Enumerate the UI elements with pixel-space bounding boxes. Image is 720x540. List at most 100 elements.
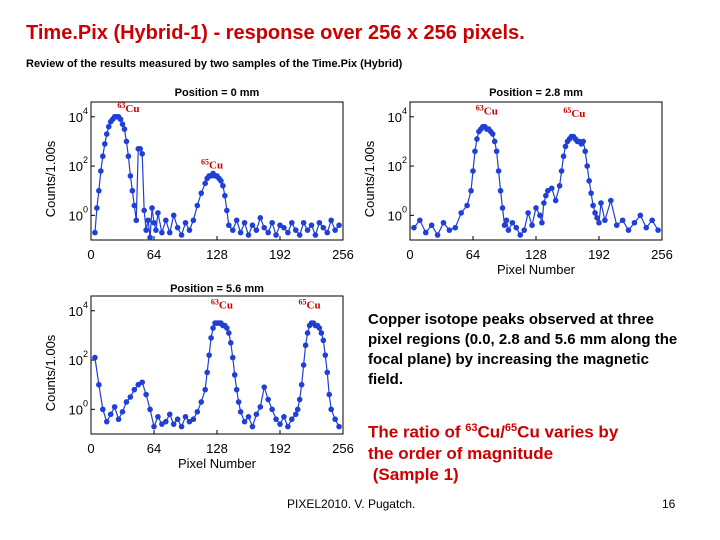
peak-annotation-element: Cu [219,299,233,311]
data-point [620,217,626,223]
data-point [429,222,435,228]
data-point [163,419,169,425]
data-point [301,362,307,368]
x-tick-label: 64 [147,441,161,456]
data-point [234,387,240,393]
y-tick-exponent: 0 [402,204,407,214]
data-point [326,392,332,398]
y-tick-label: 10 [388,208,402,223]
data-point [332,416,338,422]
data-point [452,225,458,231]
data-point [303,342,309,348]
data-point [594,215,600,221]
y-tick-label: 10 [69,304,83,319]
data-point [649,217,655,223]
data-point [183,414,189,420]
x-tick-label: 256 [651,247,673,262]
data-point [171,421,177,427]
data-point [553,198,559,204]
ratio-line3: (Sample 1) [373,465,459,484]
data-point [435,232,441,238]
data-point [655,227,661,233]
data-point [246,414,252,420]
data-point [289,416,295,422]
page-number: 16 [662,497,675,511]
data-point [502,222,508,228]
y-axis-label: Counts/1.00s [43,334,58,411]
data-point [167,411,173,417]
data-point [447,227,453,233]
y-axis-label: Counts/1.00s [362,140,377,217]
data-point [265,397,271,403]
data-point [417,217,423,223]
data-point [598,200,604,206]
data-point [242,419,248,425]
ratio-line2: the order of magnitude [368,444,553,463]
peak-annotation-mass: 65 [563,106,571,115]
data-point [592,210,598,216]
plot-position-5p6mm: Position = 5.6 mm0 64 128 192 25610010210 4Co… [0,0,360,480]
data-point [297,397,303,403]
peak-annotation-element: Cu [484,105,498,117]
data-point [474,136,480,142]
data-point [506,227,512,233]
data-point [563,144,569,150]
data-point [602,217,608,223]
y-tick-label: 10 [388,159,402,174]
data-point [269,407,275,413]
peak-annotation-mass: 63 [476,103,484,112]
data-point [559,168,565,174]
x-tick-label: 0 [87,441,94,456]
data-point [250,424,256,430]
data-point [277,421,283,427]
data-point [586,178,592,184]
data-point [561,153,567,159]
data-point [305,330,311,336]
data-point [321,338,327,344]
data-point [533,205,539,211]
data-point [224,325,230,331]
data-point [614,222,620,228]
data-point [128,394,134,400]
data-point [549,185,555,191]
data-point [273,416,279,422]
ratio-iso2-symbol: Cu varies by [517,423,618,442]
ratio-iso1-mass: 63 [465,422,477,434]
data-point [626,227,632,233]
y-tick-exponent: 2 [402,155,407,165]
data-point [492,139,498,145]
data-point [543,193,549,199]
peak-annotation-mass: 65 [299,297,307,306]
data-point [319,330,325,336]
y-tick-exponent: 4 [402,106,407,116]
data-point [202,387,208,393]
data-point [490,131,496,137]
data-point [226,330,232,336]
data-point [132,387,138,393]
data-point [151,424,157,430]
data-point [529,222,535,228]
data-point [539,220,545,226]
x-axis-label: Pixel Number [497,262,576,277]
data-point [494,148,500,154]
x-tick-label: 128 [525,247,547,262]
data-point [100,407,106,413]
data-point [191,416,197,422]
data-point [230,355,236,361]
ratio-statement: The ratio of 63Cu/65Cu varies by the ord… [368,418,698,485]
data-point [112,404,118,410]
data-point [285,424,291,430]
data-point [254,411,260,417]
data-point [643,225,649,231]
x-axis-label: Pixel Number [178,456,257,471]
data-point [155,414,161,420]
footer-text: PIXEL2010. V. Pugatch. [287,497,415,511]
data-point [175,416,181,422]
data-point [293,411,299,417]
data-point [638,213,644,219]
data-point [590,203,596,209]
data-point [317,325,323,331]
data-point [580,139,586,145]
data-point [139,379,145,385]
data-point [195,409,201,415]
